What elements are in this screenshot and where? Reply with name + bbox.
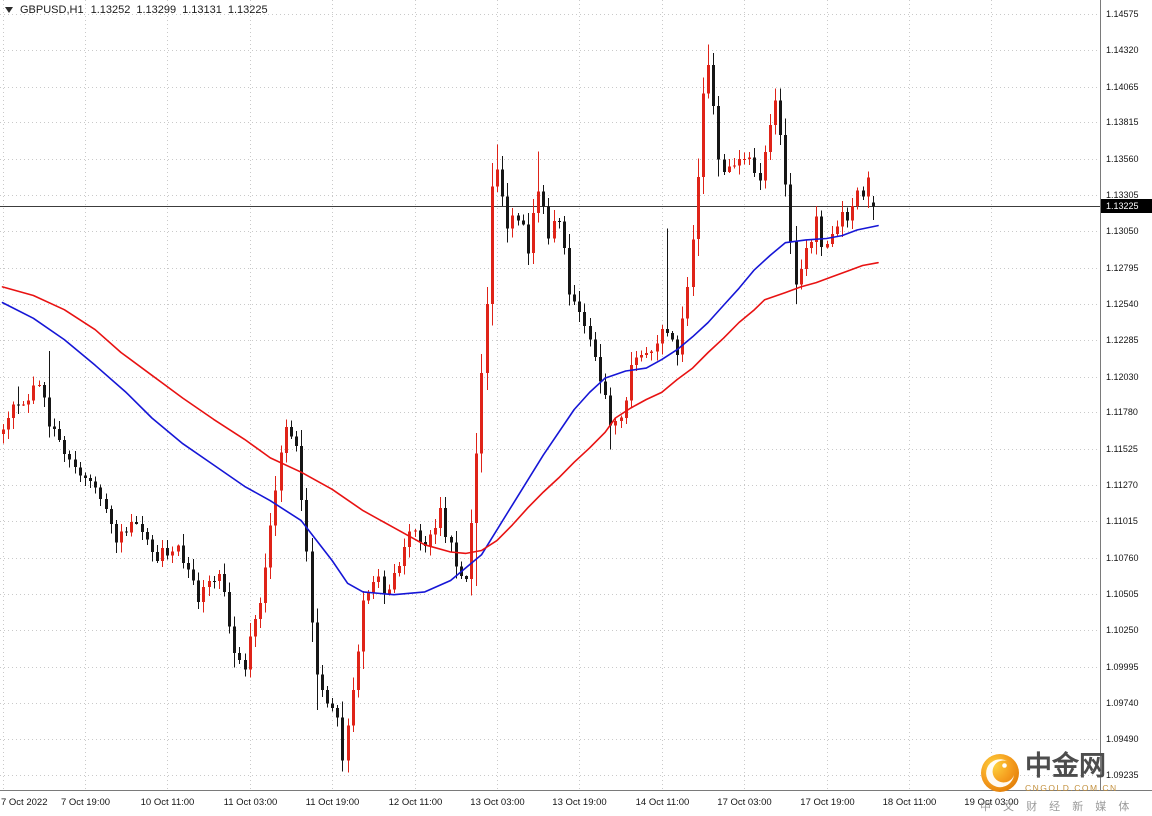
watermark-text-block: 中金网 CNGOLD.COM.CN bbox=[1025, 751, 1118, 794]
horizontal-gridlines bbox=[0, 14, 1100, 776]
price-axis-label: 1.12540 bbox=[1106, 299, 1139, 309]
time-axis-label: 10 Oct 11:00 bbox=[140, 797, 195, 808]
price-axis-label: 1.11270 bbox=[1106, 479, 1138, 490]
price-axis-label: 1.14065 bbox=[1106, 81, 1139, 92]
price-axis-label: 1.13815 bbox=[1106, 117, 1139, 128]
price-axis-label: 1.09235 bbox=[1106, 770, 1139, 780]
open-value: 1.13252 bbox=[90, 4, 131, 16]
price-axis-label: 1.10505 bbox=[1106, 589, 1139, 599]
time-axis-label: 7 Oct 2022 bbox=[1, 797, 48, 808]
price-axis-label: 1.12030 bbox=[1106, 371, 1139, 382]
time-axis: 7 Oct 2022 7 Oct 19:00 10 Oct 11:00 11 Oct … bbox=[0, 790, 1152, 816]
price-axis-label: 1.11780 bbox=[1106, 407, 1138, 418]
time-axis-label: 7 Oct 19:00 bbox=[60, 797, 111, 808]
ohlc-values: 1.13252 1.13299 1.13131 1.13225 bbox=[91, 4, 268, 16]
price-axis-label: 1.10760 bbox=[1106, 552, 1139, 563]
vertical-gridlines bbox=[3, 0, 992, 790]
time-axis-label: 19 Oct 03:00 bbox=[964, 797, 1019, 808]
price-axis-label: 1.11015 bbox=[1106, 516, 1138, 527]
watermark-brand: 中金网 bbox=[1025, 751, 1106, 781]
price-axis-label: 1.13560 bbox=[1106, 153, 1139, 164]
price-axis-label: 1.10250 bbox=[1106, 625, 1139, 636]
high-value: 1.13299 bbox=[136, 4, 177, 16]
price-axis-label: 1.11525 bbox=[1106, 443, 1138, 454]
price-axis-label: 1.13050 bbox=[1106, 226, 1139, 237]
price-axis-label: 1.09740 bbox=[1106, 698, 1139, 709]
candles bbox=[2, 44, 875, 773]
price-chart-canvas[interactable] bbox=[0, 0, 1100, 790]
watermark-tagline: 中 文 财 经 新 媒 体 bbox=[980, 801, 1134, 813]
price-axis-label: 1.09995 bbox=[1106, 661, 1139, 672]
watermark-row: 中金网 CNGOLD.COM.CN bbox=[980, 753, 1118, 793]
price-axis-label: 1.13305 bbox=[1106, 189, 1139, 200]
ma_red-line bbox=[1, 261, 879, 555]
ma_blue-line bbox=[1, 224, 879, 596]
time-axis-label: 14 Oct 11:00 bbox=[635, 797, 690, 808]
time-axis-label: 18 Oct 11:00 bbox=[882, 797, 937, 808]
current-price-badge: 1.13225 bbox=[1101, 199, 1152, 214]
time-axis-label: 11 Oct 19:00 bbox=[305, 797, 360, 808]
price-axis-label: 1.12795 bbox=[1106, 262, 1139, 273]
close-value: 1.13225 bbox=[227, 4, 268, 16]
cngold-logo-icon bbox=[981, 754, 1019, 792]
time-axis-label: 12 Oct 11:00 bbox=[388, 797, 443, 808]
price-axis-label: 1.09490 bbox=[1106, 733, 1139, 744]
chevron-down-icon[interactable] bbox=[5, 7, 13, 13]
time-axis-label: 13 Oct 19:00 bbox=[552, 797, 607, 808]
low-value: 1.13131 bbox=[182, 4, 222, 16]
symbol-timeframe-label: GBPUSD,H1 bbox=[20, 4, 84, 16]
price-axis: 1.13225 1.14575 1.14320 1.14065 1.13815 1.13… bbox=[1100, 0, 1152, 790]
watermark-domain: CNGOLD.COM.CN bbox=[1025, 783, 1118, 793]
watermark: 中金网 CNGOLD.COM.CN 中 文 财 经 新 媒 体 bbox=[980, 753, 1150, 814]
price-axis-label: 1.14575 bbox=[1106, 9, 1139, 19]
price-axis-label: 1.14320 bbox=[1106, 45, 1139, 56]
time-axis-label: 17 Oct 03:00 bbox=[717, 797, 772, 808]
time-axis-label: 17 Oct 19:00 bbox=[800, 797, 855, 808]
price-axis-label: 1.12285 bbox=[1106, 335, 1139, 346]
symbol-info: GBPUSD,H1 1.13252 1.13299 1.13131 1.1322… bbox=[5, 4, 268, 16]
time-axis-label: 11 Oct 03:00 bbox=[223, 797, 278, 808]
time-axis-label: 13 Oct 03:00 bbox=[470, 797, 525, 808]
